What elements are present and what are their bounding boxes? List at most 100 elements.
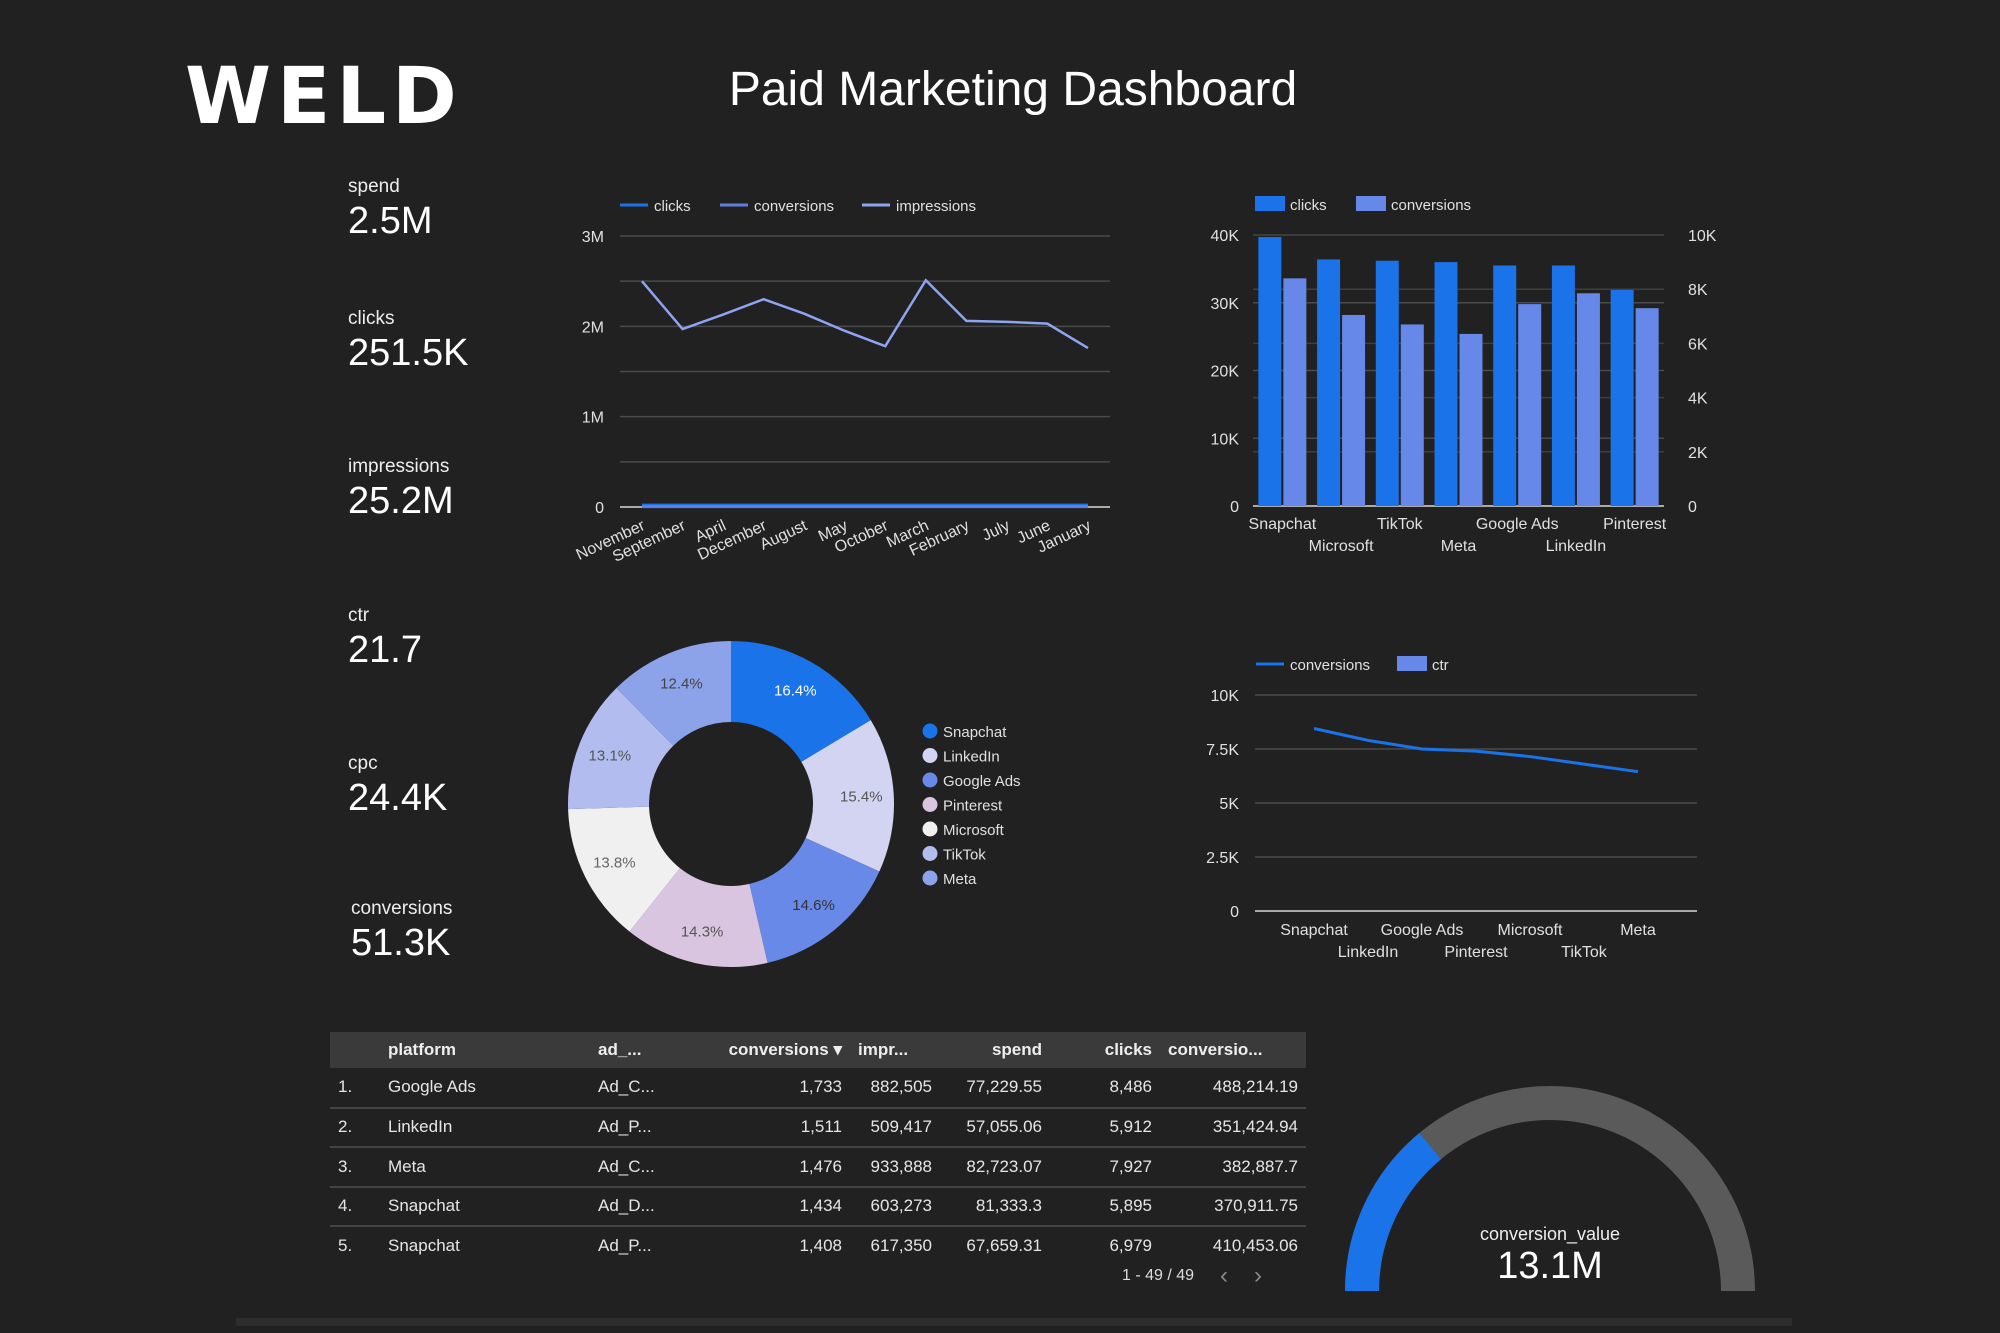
table-cell: 1.	[330, 1068, 380, 1109]
x-tick-label: Google Ads	[1381, 922, 1464, 939]
table-cell: 1,476	[680, 1147, 850, 1188]
y-tick-label: 7.5K	[1206, 742, 1239, 759]
prev-page-icon[interactable]: ‹	[1220, 1262, 1229, 1289]
y-tick-label: 10K	[1211, 688, 1240, 705]
table-cell: Ad_P...	[598, 1236, 652, 1256]
table-cell: LinkedIn	[380, 1107, 590, 1148]
table-cell: 5,912	[1050, 1107, 1160, 1148]
y-tick-label: 2.5K	[1206, 850, 1239, 867]
y-tick-label-left: 30K	[1211, 296, 1240, 313]
table-header-row: platform ad_... conversions ▾ impr... sp…	[330, 1032, 1306, 1068]
col-clicks[interactable]: clicks	[1050, 1032, 1160, 1068]
x-tick-label: Snapchat	[1280, 922, 1348, 939]
kpi-value: 251.5K	[348, 332, 469, 374]
x-tick-label: August	[758, 517, 811, 554]
table-cell: 933,888	[850, 1147, 940, 1188]
y-tick-label-right: 10K	[1688, 228, 1717, 245]
x-tick-label: Pinterest	[1444, 944, 1508, 961]
slice-label: 16.4%	[774, 682, 817, 699]
kpi-label: impressions	[348, 456, 450, 477]
table-cell: 8,486	[1050, 1068, 1160, 1109]
table-cell: 509,417	[850, 1107, 940, 1148]
bar-conversions	[1518, 304, 1542, 506]
legend-dot	[922, 797, 938, 812]
kpi-impressions: impressions 25.2M	[348, 456, 454, 523]
table-cell: 617,350	[870, 1236, 932, 1256]
slice-label: 15.4%	[840, 789, 883, 806]
slice-label: 13.8%	[593, 855, 636, 872]
donut-slice-google-ads	[749, 837, 880, 963]
table-cell: 488,214.19	[1160, 1068, 1306, 1109]
slice-label: 13.1%	[589, 748, 632, 765]
table-cell: 410,453.06	[1212, 1236, 1298, 1256]
table-cell: 3.	[330, 1147, 380, 1188]
donut-slice-pinterest	[629, 868, 768, 967]
kpi-cpc: cpc 24.4K	[348, 753, 447, 820]
legend-label: clicks	[654, 198, 691, 215]
donut-slice-linkedin	[801, 720, 894, 872]
kpi-conversions: conversions 51.3K	[351, 898, 452, 965]
donut-slice-microsoft	[568, 806, 680, 932]
bar-conversions	[1576, 293, 1600, 506]
kpi-clicks: clicks 251.5K	[348, 308, 468, 375]
kpi-value: 2.5M	[348, 200, 433, 242]
col-platform[interactable]: platform	[380, 1032, 590, 1068]
table-cell: 370,911.75	[1160, 1186, 1306, 1227]
legend-label: Google Ads	[943, 773, 1021, 790]
ads-table: platform ad_... conversions ▾ impr... sp…	[330, 1032, 1306, 1266]
x-tick-label: July	[980, 517, 1013, 544]
next-page-icon[interactable]: ›	[1254, 1262, 1263, 1289]
table-cell: Ad_C...	[590, 1147, 680, 1188]
donut-slice-tiktok	[568, 688, 674, 810]
col-impressions[interactable]: impr...	[850, 1032, 940, 1068]
table-cell: 82,723.07	[940, 1147, 1050, 1188]
legend-label: Pinterest	[943, 798, 1003, 815]
table-cell: 67,659.31	[966, 1236, 1042, 1256]
bar-conversions	[1400, 324, 1424, 506]
y-tick-label-left: 40K	[1211, 228, 1240, 245]
legend-swatch	[1255, 196, 1285, 211]
y-tick-label: 2M	[582, 319, 604, 336]
table-cell: 1,733	[680, 1068, 850, 1109]
kpi-label: ctr	[348, 605, 370, 626]
legend-label: Meta	[943, 871, 977, 888]
y-tick-label: 0	[1230, 904, 1239, 921]
pagination-range: 1 - 49 / 49	[1122, 1267, 1195, 1284]
bar-clicks	[1551, 265, 1575, 506]
legend-label: clicks	[1290, 197, 1327, 214]
table-row[interactable]: 3. Meta Ad_C... 1,476 933,888 82,723.07 7,927 3…	[330, 1147, 1306, 1188]
table-cell: Ad_C...	[590, 1068, 680, 1109]
bar-conversions	[1342, 314, 1366, 506]
donut-slice-snapchat	[731, 641, 871, 762]
col-ad[interactable]: ad_...	[590, 1032, 680, 1068]
table-row[interactable]: 1. Google Ads Ad_C... 1,733 882,505 77,229.55…	[330, 1068, 1306, 1109]
table-row[interactable]: 4. Snapchat Ad_D... 1,434 603,273 81,333.3 5,8…	[330, 1186, 1306, 1227]
col-conversion-value[interactable]: conversio...	[1160, 1032, 1306, 1068]
legend-dot	[922, 870, 938, 886]
col-spend[interactable]: spend	[940, 1032, 1050, 1068]
legend-label: conversions	[1391, 197, 1471, 214]
pagination: 1 - 49 / 49 ‹ ›	[1122, 1262, 1262, 1290]
gauge-label: conversion_value	[1480, 1224, 1620, 1245]
legend-dot	[922, 772, 938, 788]
legend-label: ctr	[1432, 657, 1449, 674]
gauge-fill	[1345, 1133, 1442, 1292]
table-cell: 6,979	[1109, 1236, 1152, 1256]
legend-dot	[922, 821, 938, 837]
y-tick-label-right: 0	[1688, 499, 1697, 516]
table-row[interactable]: 5. Snapchat Ad_P... 1,408 617,350 67,659.31 6,…	[330, 1226, 1306, 1266]
x-tick-label: Microsoft	[1309, 538, 1374, 555]
table-cell: 351,424.94	[1160, 1107, 1306, 1148]
weld-logo: WELD	[185, 52, 463, 142]
y-tick-label-left: 10K	[1211, 431, 1240, 448]
horizontal-scrollbar[interactable]	[236, 1318, 1792, 1326]
y-tick-label-right: 2K	[1688, 445, 1708, 462]
x-tick-label: LinkedIn	[1546, 538, 1607, 555]
table-row[interactable]: 2. LinkedIn Ad_P... 1,511 509,417 57,055.06 5,…	[330, 1107, 1306, 1148]
bar-clicks	[1610, 289, 1634, 506]
bar-conversions	[1635, 308, 1659, 506]
legend-label: Microsoft	[943, 822, 1005, 839]
col-conversions[interactable]: conversions ▾	[680, 1032, 850, 1068]
legend-label: conversions	[754, 198, 834, 215]
